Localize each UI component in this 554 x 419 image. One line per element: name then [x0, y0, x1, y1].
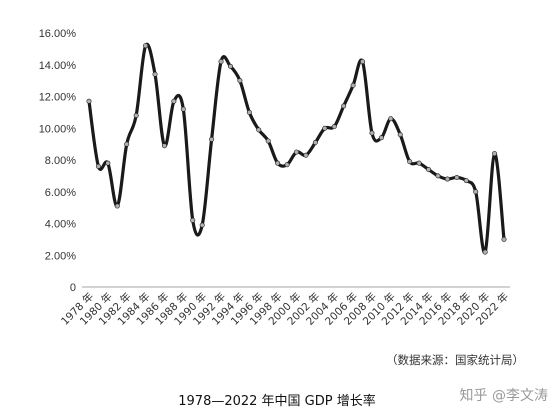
data-point-1998: [275, 160, 281, 166]
data-point-1984: [143, 43, 149, 49]
data-point-2009: [378, 135, 384, 141]
data-point-1981: [114, 203, 120, 209]
chart-title: 1978—2022 年中国 GDP 增长率: [178, 394, 376, 409]
data-point-1979: [95, 163, 101, 169]
gdp-growth-line: [87, 42, 506, 254]
y-tick-label: 16.00%: [39, 28, 77, 40]
data-point-1987: [171, 98, 177, 104]
data-point-2012: [407, 159, 413, 165]
data-point-1978: [86, 98, 92, 104]
y-tick-label: 12.00%: [39, 92, 77, 104]
data-point-1982: [124, 141, 130, 147]
data-point-1990: [199, 222, 205, 228]
data-point-1983: [133, 113, 139, 119]
data-point-1993: [227, 63, 233, 69]
data-point-2008: [369, 130, 375, 136]
data-points: [86, 43, 507, 255]
data-point-1991: [209, 136, 215, 142]
data-point-2018: [463, 178, 469, 184]
data-point-1996: [256, 127, 262, 133]
data-point-2014: [426, 167, 432, 173]
data-point-2001: [303, 152, 309, 158]
data-point-2004: [331, 124, 337, 130]
data-point-1980: [105, 160, 111, 166]
data-point-2006: [350, 82, 356, 88]
data-point-2019: [473, 189, 479, 195]
y-tick-label: 2.00%: [45, 250, 76, 262]
y-tick-label: 10.00%: [39, 123, 77, 135]
data-point-2017: [454, 174, 460, 180]
data-point-2007: [360, 59, 366, 65]
data-point-2020: [482, 249, 488, 255]
data-point-1989: [190, 217, 196, 223]
y-tick-label: 8.00%: [45, 155, 76, 167]
data-point-2000: [293, 149, 299, 155]
data-point-1997: [265, 138, 271, 144]
data-point-2011: [397, 132, 403, 138]
data-point-2021: [492, 151, 498, 157]
data-point-1985: [152, 71, 158, 77]
data-source-note: （数据来源：国家统计局）: [386, 353, 524, 367]
data-point-1995: [246, 109, 252, 115]
data-point-1999: [284, 162, 290, 168]
watermark: 知乎 @李文涛: [459, 388, 548, 404]
y-tick-label: 4.00%: [45, 219, 76, 231]
data-point-2002: [312, 140, 318, 146]
data-point-1994: [237, 78, 243, 84]
y-tick-label: 6.00%: [45, 187, 76, 199]
data-point-1988: [180, 106, 186, 112]
data-point-1992: [218, 59, 224, 65]
y-axis-tick-labels: 0 2.00% 4.00% 6.00% 8.00% 10.00% 12.00% 14.00% 1…: [39, 28, 77, 294]
data-point-2013: [416, 160, 422, 166]
data-point-1986: [161, 143, 167, 149]
data-point-2022: [501, 236, 507, 242]
data-point-2015: [435, 173, 441, 179]
data-point-2005: [341, 103, 347, 109]
y-tick-label: 14.00%: [39, 60, 77, 72]
data-point-2003: [322, 125, 328, 131]
y-tick-label: 0: [70, 282, 76, 294]
data-point-2016: [444, 176, 450, 182]
data-point-2010: [388, 116, 394, 122]
